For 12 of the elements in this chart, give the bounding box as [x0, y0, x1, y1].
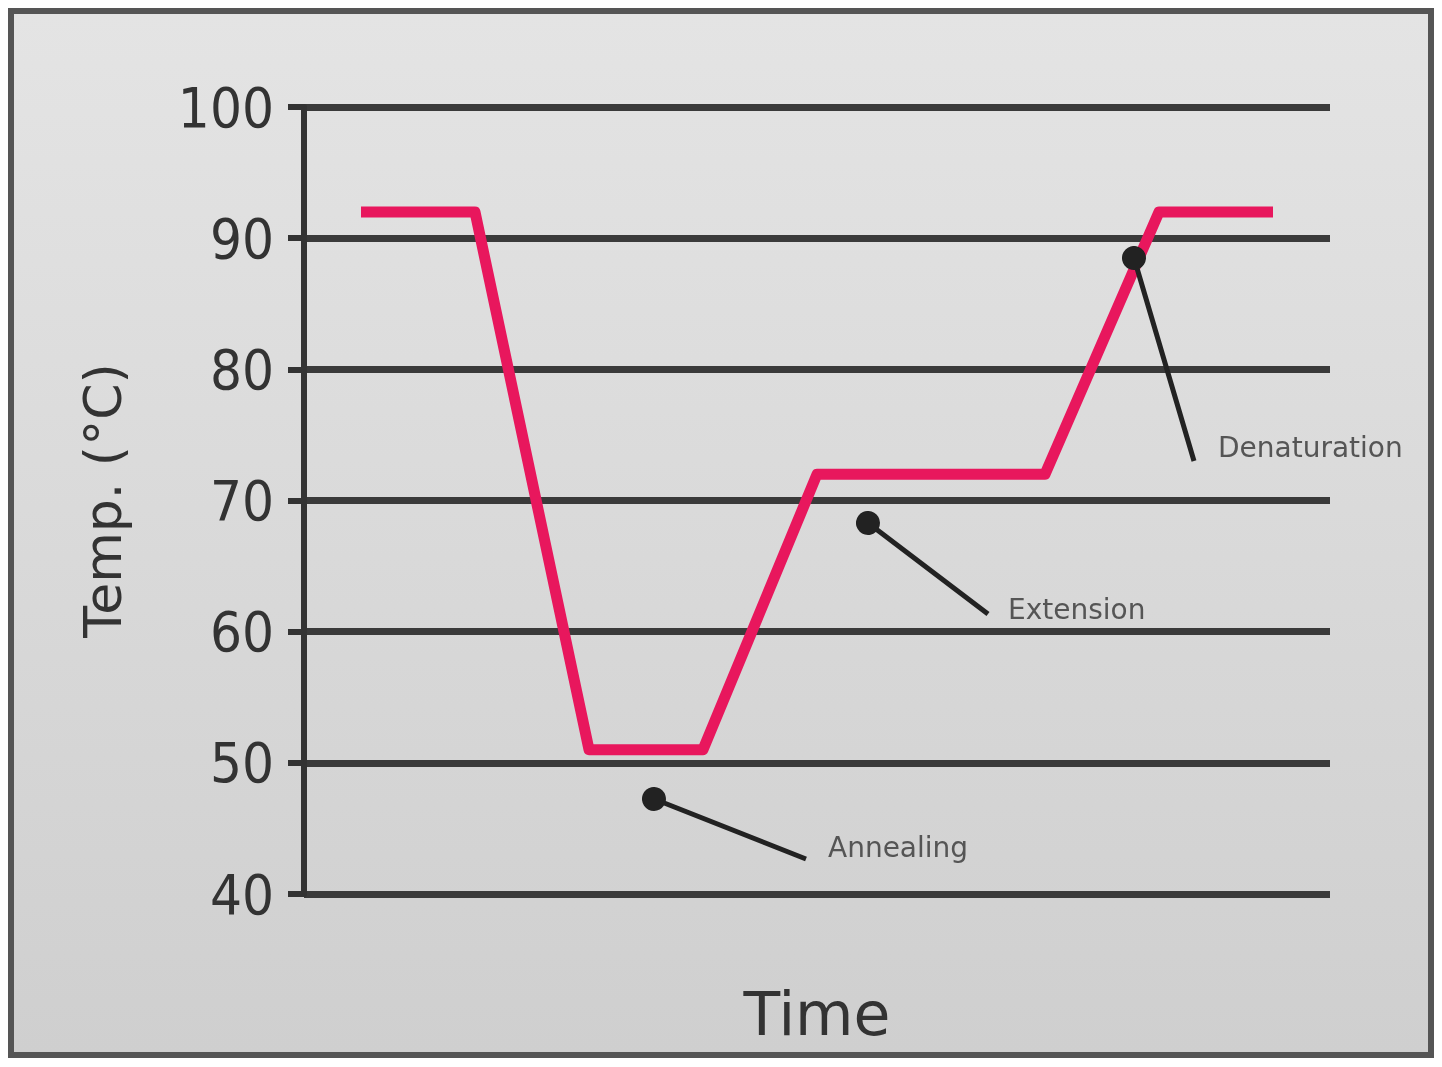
annotation: Extension	[1008, 593, 1146, 626]
y-tick-label: 90	[209, 205, 274, 271]
y-tick-label: 100	[177, 74, 274, 140]
annotation: Denaturation	[1218, 431, 1403, 464]
y-tick-label: 80	[209, 336, 274, 402]
y-tick-label: 50	[209, 730, 274, 796]
y-axis-title: Temp. (°C)	[73, 363, 133, 639]
x-axis-title: Time	[742, 979, 891, 1049]
annotation: Annealing	[828, 831, 969, 864]
y-tick-label: 70	[209, 468, 274, 533]
y-tick-label: 40	[209, 861, 274, 927]
y-tick-label: 60	[209, 599, 274, 665]
